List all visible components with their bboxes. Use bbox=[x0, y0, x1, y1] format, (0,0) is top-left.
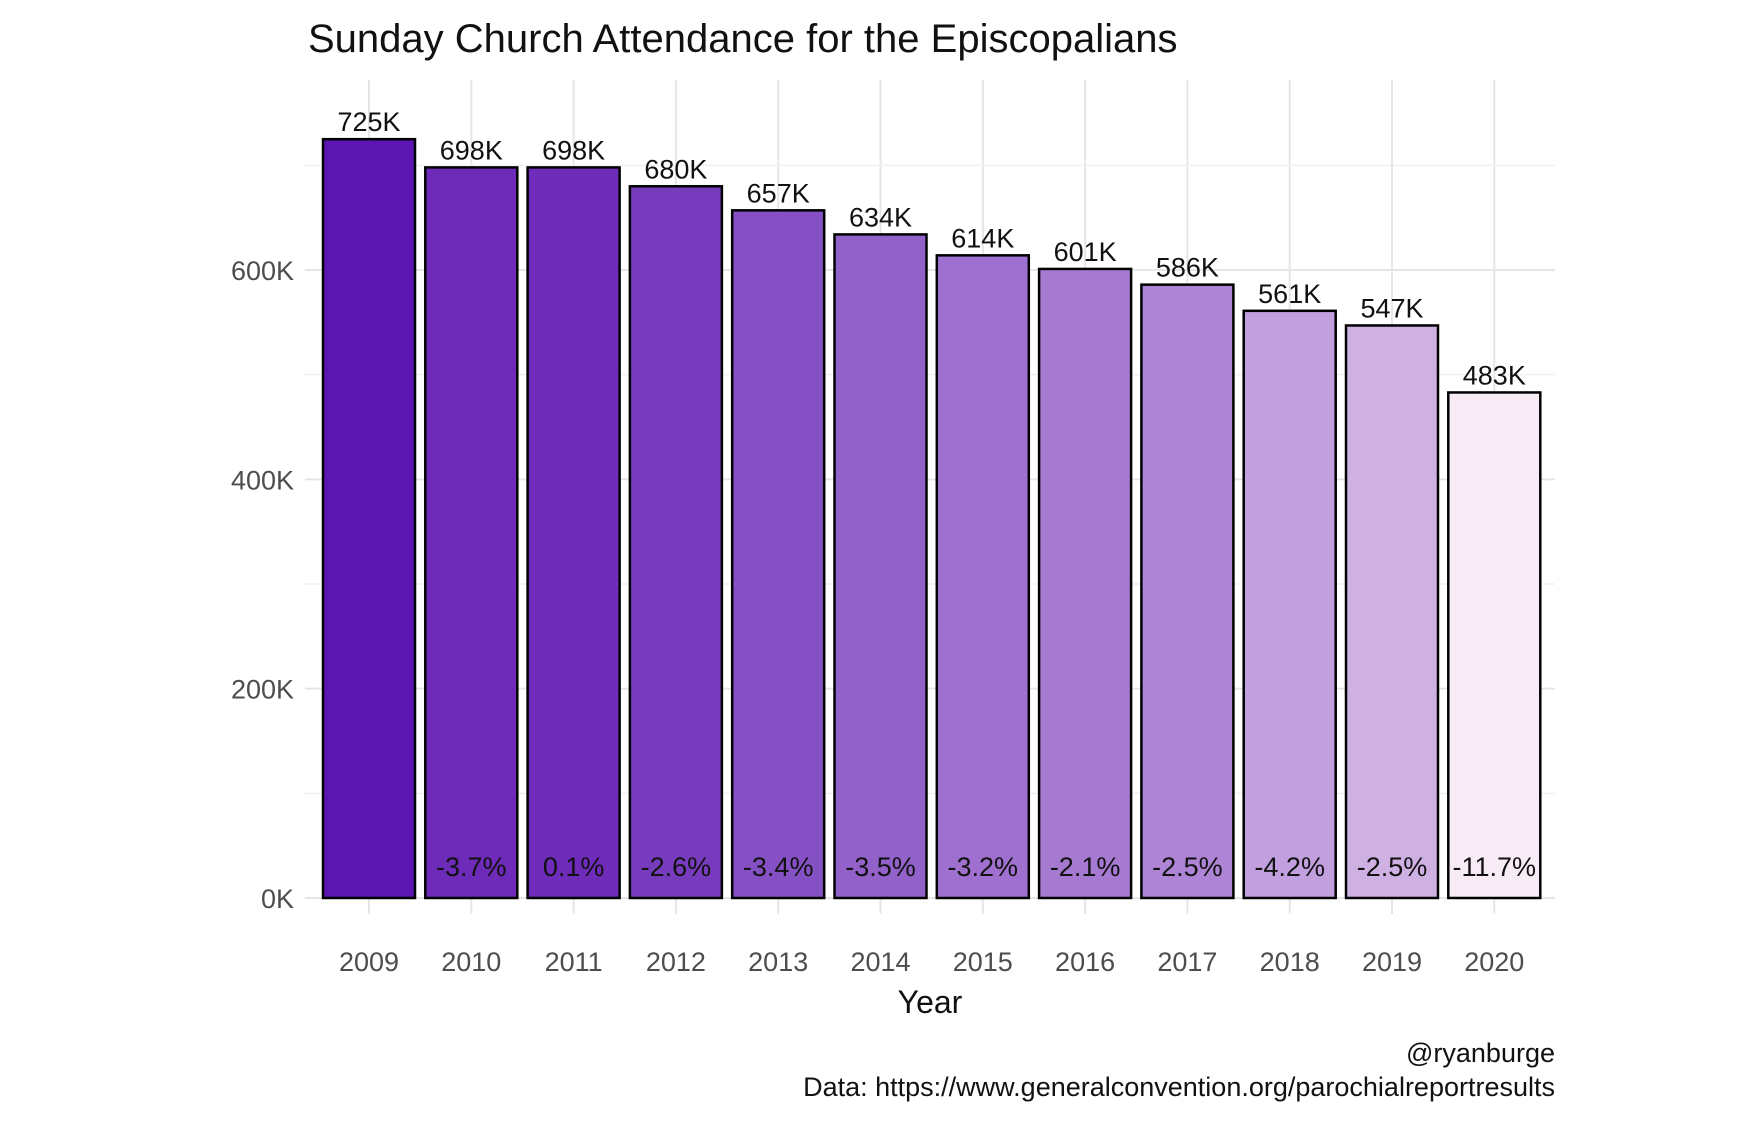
pct-change-label-2014: -3.5% bbox=[845, 852, 916, 882]
value-label-2018: 561K bbox=[1258, 279, 1321, 309]
bars bbox=[321, 137, 1542, 900]
bar-2014 bbox=[833, 233, 928, 900]
x-tick-label: 2020 bbox=[1464, 947, 1524, 977]
value-label-2011: 698K bbox=[542, 135, 605, 165]
bar-2017 bbox=[1140, 283, 1235, 900]
value-label-2016: 601K bbox=[1054, 237, 1117, 267]
y-tick-label: 600K bbox=[231, 256, 294, 286]
bar-2012 bbox=[628, 185, 724, 900]
x-tick-label: 2018 bbox=[1260, 947, 1320, 977]
bar-2019 bbox=[1344, 324, 1440, 900]
bar-2009 bbox=[321, 137, 417, 900]
caption-handle: @ryanburge bbox=[1406, 1038, 1555, 1068]
x-tick-label: 2013 bbox=[748, 947, 808, 977]
chart-title: Sunday Church Attendance for the Episcop… bbox=[308, 17, 1177, 61]
value-label-2020: 483K bbox=[1463, 360, 1526, 390]
value-labels: 725K 698K 698K 680K 657K 634K 614K 601K 586K 561K… bbox=[337, 107, 1525, 390]
pct-change-label-2010: -3.7% bbox=[436, 852, 507, 882]
bar-2011 bbox=[526, 166, 621, 900]
pct-change-label-2019: -2.5% bbox=[1357, 852, 1428, 882]
pct-change-label-2013: -3.4% bbox=[743, 852, 814, 882]
x-tick-label: 2012 bbox=[646, 947, 706, 977]
y-tick-label: 200K bbox=[231, 675, 294, 705]
x-tick-label: 2016 bbox=[1055, 947, 1115, 977]
bar-2013 bbox=[730, 209, 826, 900]
y-tick-label: 400K bbox=[231, 465, 294, 495]
value-label-2015: 614K bbox=[951, 223, 1014, 253]
bar-2010 bbox=[424, 166, 519, 900]
x-tick-label: 2015 bbox=[953, 947, 1013, 977]
value-label-2019: 547K bbox=[1360, 293, 1423, 323]
pct-change-label-2012: -2.6% bbox=[641, 852, 712, 882]
value-label-2014: 634K bbox=[849, 202, 912, 232]
x-axis: 2009 2010 2011 2012 2013 2014 2015 2016 2017 2018… bbox=[339, 947, 1524, 977]
x-tick-label: 2009 bbox=[339, 947, 399, 977]
x-tick-label: 2019 bbox=[1362, 947, 1422, 977]
bar-2018 bbox=[1242, 309, 1337, 900]
x-tick-label: 2017 bbox=[1157, 947, 1217, 977]
x-tick-label: 2014 bbox=[850, 947, 910, 977]
bar-2015 bbox=[935, 254, 1031, 900]
pct-change-label-2020: -11.7% bbox=[1453, 852, 1537, 882]
value-label-2017: 586K bbox=[1156, 253, 1219, 283]
x-axis-title: Year bbox=[898, 984, 963, 1020]
pct-change-labels: -3.7% 0.1% -2.6% -3.4% -3.5% -3.2% -2.1% -2.5% -… bbox=[436, 852, 1536, 882]
caption-source: Data: https://www.generalconvention.org/… bbox=[803, 1072, 1555, 1102]
value-label-2009: 725K bbox=[337, 107, 400, 137]
pct-change-label-2017: -2.5% bbox=[1152, 852, 1223, 882]
pct-change-label-2015: -3.2% bbox=[948, 852, 1019, 882]
y-axis: 0K 200K 400K 600K bbox=[231, 256, 294, 914]
bar-2016 bbox=[1037, 267, 1133, 900]
pct-change-label-2011: 0.1% bbox=[543, 852, 605, 882]
value-label-2010: 698K bbox=[440, 135, 503, 165]
x-tick-label: 2010 bbox=[441, 947, 501, 977]
bar-2020 bbox=[1447, 391, 1542, 900]
pct-change-label-2016: -2.1% bbox=[1050, 852, 1121, 882]
value-label-2013: 657K bbox=[747, 178, 810, 208]
y-tick-label: 0K bbox=[261, 884, 294, 914]
x-tick-label: 2011 bbox=[545, 947, 603, 977]
pct-change-label-2018: -4.2% bbox=[1254, 852, 1325, 882]
value-label-2012: 680K bbox=[644, 154, 707, 184]
